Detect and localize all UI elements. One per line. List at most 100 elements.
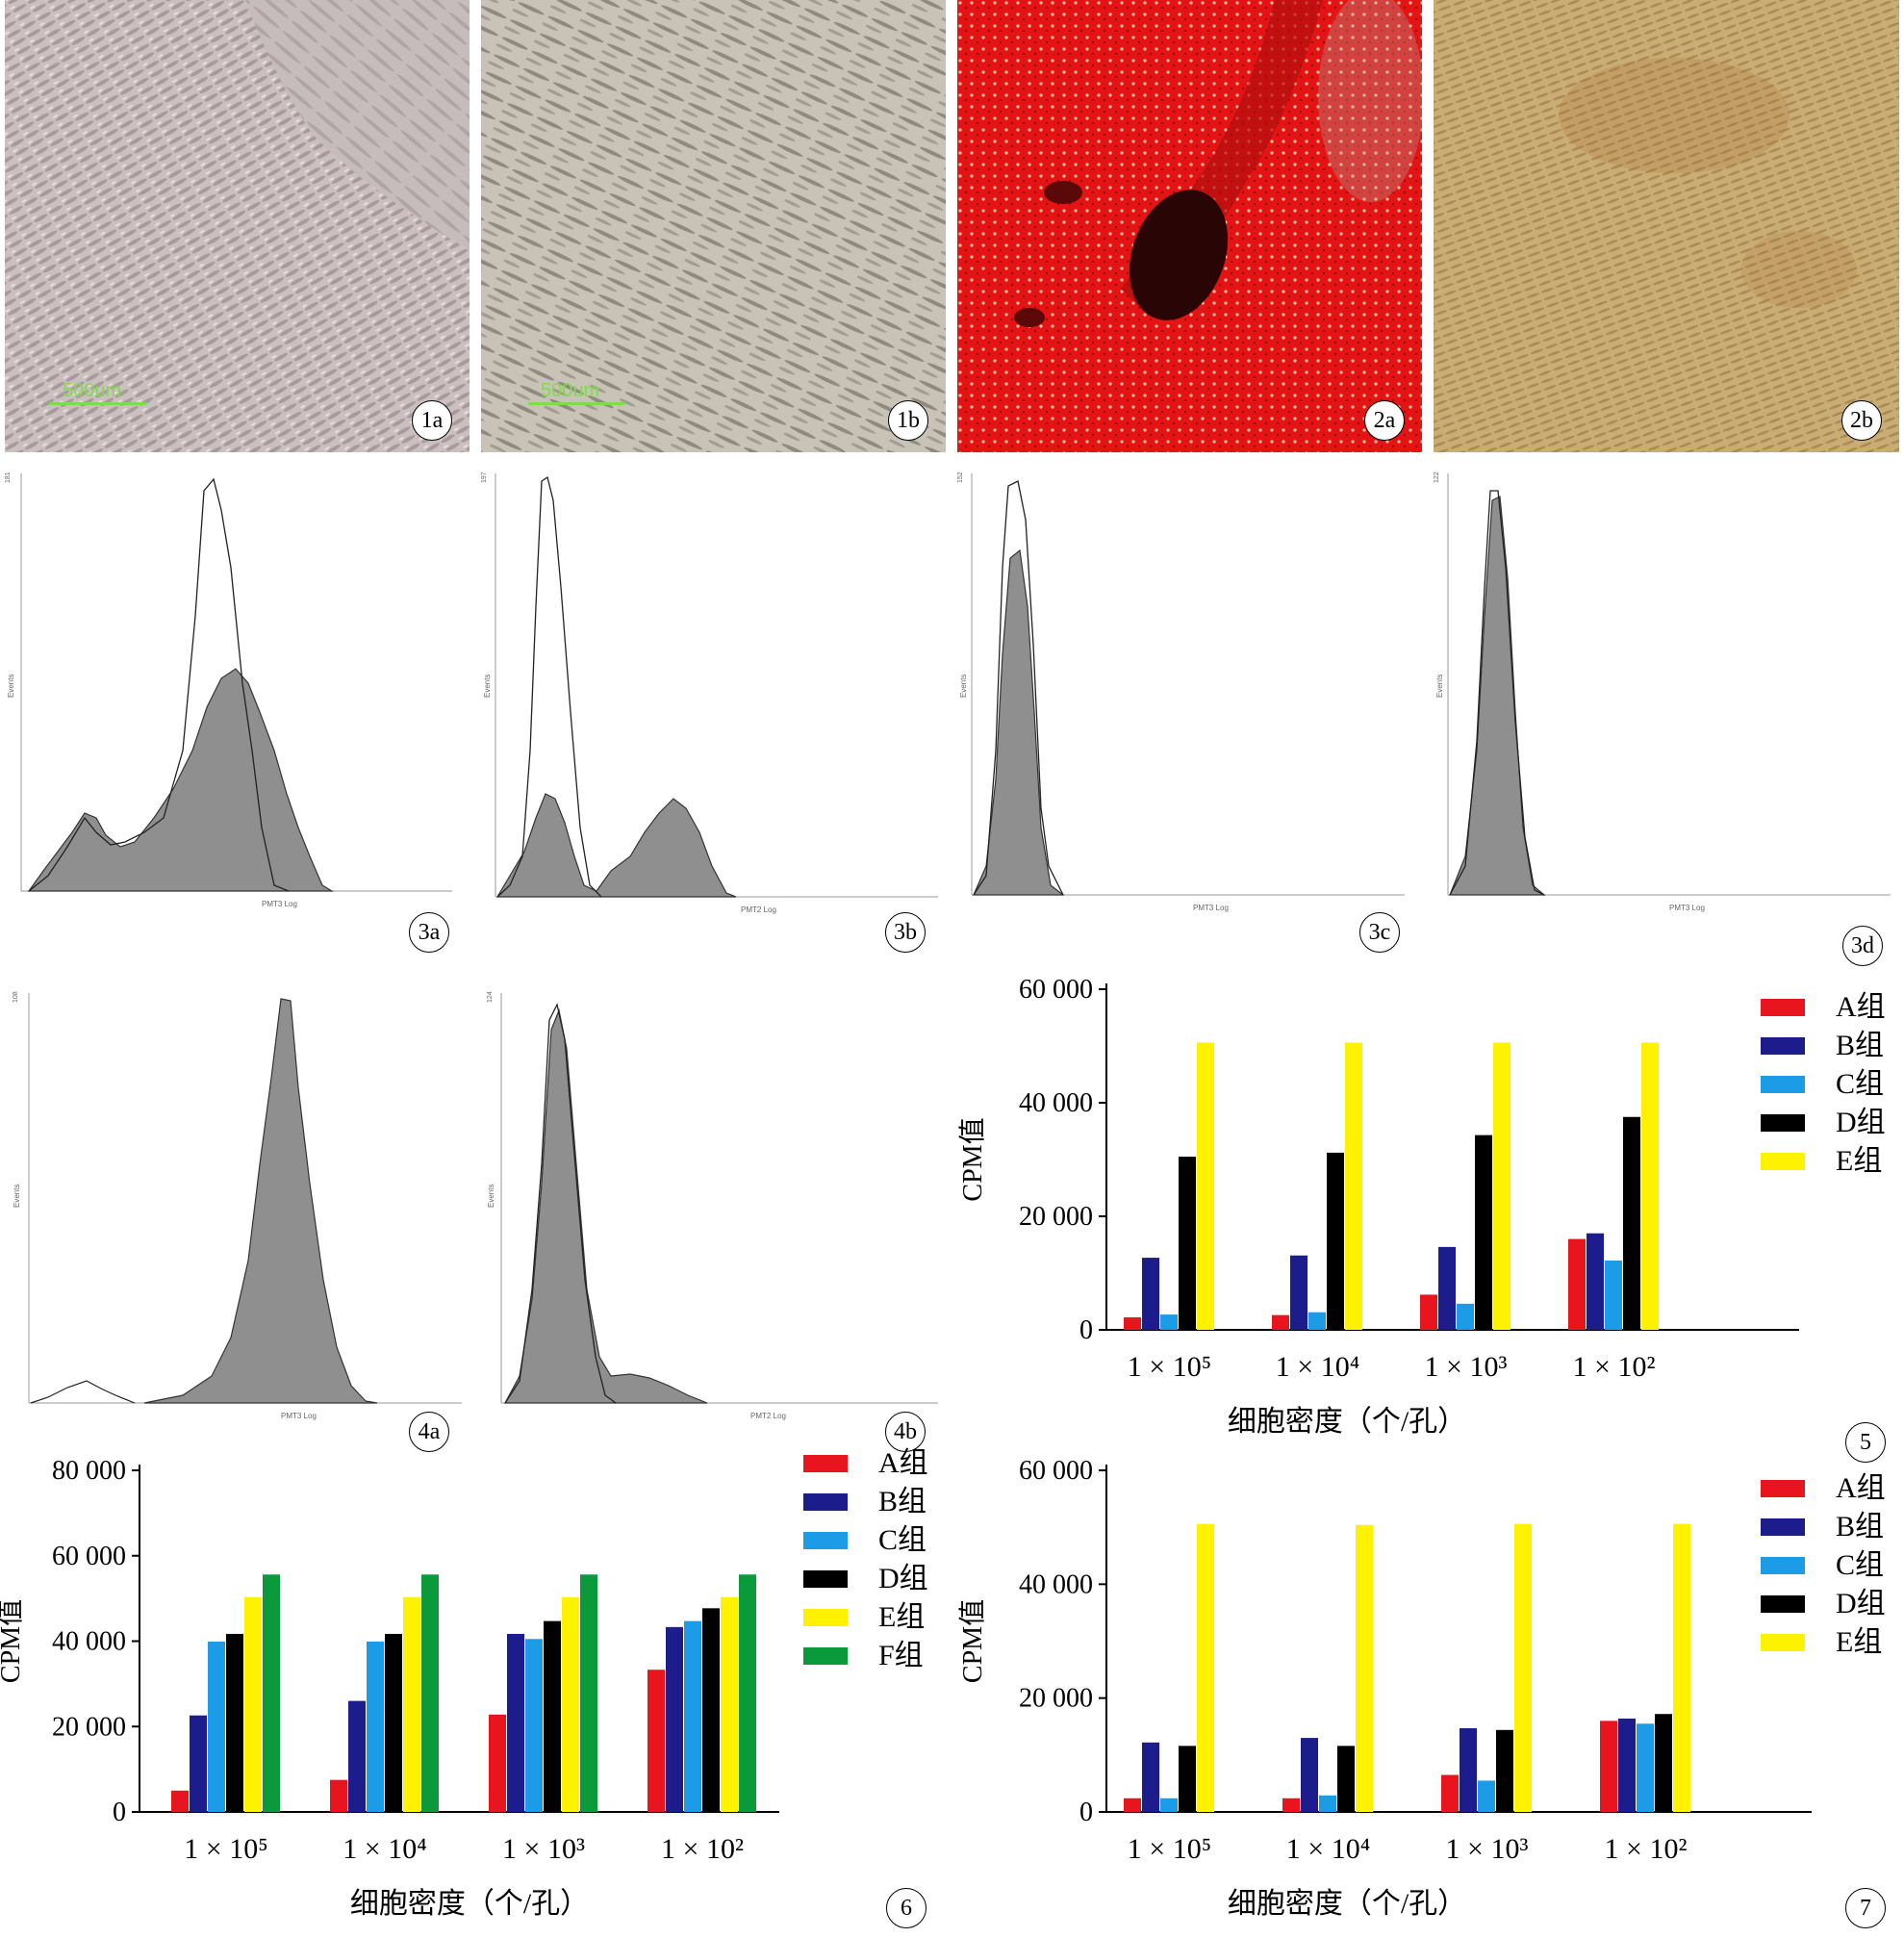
- bar-A组-3: [1600, 1721, 1617, 1812]
- y-tick-label: 20 000: [1019, 1684, 1093, 1714]
- legend-swatch: [803, 1570, 848, 1588]
- bar-E组-1: [403, 1596, 420, 1812]
- panel-label-5: 5: [1845, 1422, 1886, 1463]
- legend-label: A组: [1836, 1472, 1886, 1504]
- bar-C组-0: [1160, 1314, 1178, 1330]
- x-axis-label: 细胞密度（个/孔）: [1228, 1406, 1466, 1438]
- y-tick-label: 20 000: [1019, 1202, 1093, 1232]
- flow-3a-ylabel: Events: [7, 675, 15, 698]
- y-axis-label: CPM值: [957, 1117, 988, 1201]
- y-tick-label: 60 000: [1019, 975, 1093, 1005]
- bar-A组-2: [1420, 1294, 1437, 1330]
- flow-3d-xlabel: PMT3 Log: [1669, 904, 1705, 912]
- x-tick-label: 1 × 10³: [1446, 1833, 1529, 1865]
- bar-E组-0: [244, 1596, 262, 1812]
- y-tick-label: 80 000: [52, 1456, 126, 1486]
- bar-C组-0: [208, 1641, 225, 1812]
- legend-label: B组: [1836, 1511, 1884, 1543]
- bar-chart-7: 0 20 000 40 000 60 000 CPM值 1 × 10⁵ 1 × 10⁴ 1 ×…: [952, 1443, 1904, 1933]
- bar-A组-3: [1568, 1238, 1586, 1330]
- flow-3c-ylabel: Events: [959, 675, 968, 698]
- micrograph-1b: [481, 0, 946, 452]
- bar-B组-3: [1618, 1718, 1636, 1812]
- legend-label: C组: [1836, 1068, 1884, 1100]
- bar-D组-1: [1337, 1746, 1355, 1812]
- legend-label: D组: [1836, 1588, 1886, 1619]
- flow-histogram-4b: 124 Events PMT2 Log: [476, 972, 948, 1424]
- x-tick-label: 1 × 10²: [1573, 1351, 1656, 1383]
- y-axis-label: CPM值: [957, 1599, 988, 1683]
- bar-C组-1: [1308, 1312, 1326, 1330]
- micrograph-1a: [5, 0, 470, 452]
- y-tick-label: 0: [113, 1798, 126, 1827]
- flow-3d-ymax: 122: [1434, 472, 1440, 483]
- bar-E组-1: [1345, 1042, 1362, 1330]
- bar-C组-3: [684, 1620, 701, 1812]
- y-tick-label: 40 000: [52, 1627, 126, 1657]
- legend-label: A组: [878, 1447, 928, 1479]
- flow-3b-ymax: 197: [481, 472, 488, 483]
- panel-label-3d: 3d: [1842, 926, 1883, 966]
- bar-D组-0: [1179, 1157, 1196, 1330]
- legend-label: C组: [878, 1524, 927, 1556]
- legend-label: C组: [1836, 1549, 1884, 1581]
- bar-C组-1: [367, 1641, 384, 1812]
- legend-label: E组: [1836, 1626, 1882, 1658]
- bar-B组-0: [1142, 1258, 1159, 1330]
- panel-label-1a: 1a: [412, 400, 452, 441]
- panel-label-3b: 3b: [885, 912, 926, 953]
- bar-C组-3: [1605, 1261, 1622, 1330]
- legend-swatch: [1761, 1076, 1805, 1093]
- y-tick-label: 0: [1079, 1798, 1093, 1827]
- x-tick-label: 1 × 10⁵: [1128, 1833, 1211, 1865]
- bar-C组-2: [1457, 1303, 1474, 1330]
- legend-swatch: [803, 1532, 848, 1549]
- bar-D组-3: [1655, 1714, 1672, 1812]
- panel-label-2a: 2a: [1364, 400, 1405, 441]
- bar-E组-2: [1493, 1042, 1511, 1330]
- legend-label: B组: [878, 1486, 927, 1517]
- flow-histogram-3b: 197 Events PMT2 Log: [476, 462, 948, 962]
- panel-label-2b: 2b: [1841, 400, 1882, 441]
- scale-bar-1a: [50, 402, 146, 405]
- bar-A组-0: [1124, 1798, 1141, 1812]
- legend-label: E组: [1836, 1145, 1882, 1177]
- x-tick-label: 1 × 10⁴: [1276, 1351, 1359, 1383]
- flow-3a-xlabel: PMT3 Log: [262, 900, 297, 908]
- bar-B组-1: [348, 1700, 366, 1812]
- flow-histogram-3c: 152 Events PMT3 Log: [952, 462, 1424, 962]
- flow-4b-ymax: 124: [487, 991, 494, 1003]
- panel-label-1b: 1b: [888, 400, 928, 441]
- bar-B组-3: [666, 1626, 683, 1812]
- legend-swatch: [1761, 1557, 1805, 1574]
- flow-3b-xlabel: PMT2 Log: [741, 905, 776, 914]
- bar-C组-1: [1319, 1795, 1336, 1812]
- bar-D组-2: [1496, 1729, 1513, 1812]
- bar-E组-3: [721, 1596, 738, 1812]
- flow-4b-xlabel: PMT2 Log: [750, 1412, 786, 1420]
- flow-histogram-4a: 108 Events PMT3 Log: [0, 972, 471, 1424]
- bar-F组-1: [421, 1574, 439, 1812]
- flow-histogram-3d: 122 Events PMT3 Log: [1429, 462, 1900, 962]
- scale-label-1a: 500um: [63, 380, 122, 401]
- bar-B组-1: [1290, 1255, 1307, 1330]
- x-tick-label: 1 × 10³: [502, 1833, 585, 1865]
- x-tick-label: 1 × 10⁴: [1286, 1833, 1370, 1865]
- legend-label: F组: [878, 1640, 924, 1671]
- legend-label: A组: [1836, 991, 1886, 1023]
- flow-3c-ymax: 152: [957, 472, 964, 483]
- micrograph-2a: [957, 0, 1422, 452]
- panel-label-7: 7: [1845, 1888, 1886, 1928]
- x-axis-label: 细胞密度（个/孔）: [350, 1888, 589, 1920]
- legend-swatch: [1761, 1153, 1805, 1170]
- legend-swatch: [803, 1493, 848, 1511]
- bar-chart-5: 0 20 000 40 000 60 000 CPM值 1 × 10⁵ 1 × 10⁴ 1 ×…: [952, 962, 1904, 1472]
- bar-E组-0: [1197, 1042, 1214, 1330]
- legend-label: D组: [878, 1563, 928, 1594]
- bar-C组-3: [1637, 1723, 1654, 1812]
- flow-3c-xlabel: PMT3 Log: [1193, 904, 1229, 912]
- y-tick-label: 60 000: [52, 1542, 126, 1571]
- legend-swatch: [1761, 1114, 1805, 1132]
- bar-A组-0: [1124, 1317, 1141, 1330]
- legend-swatch: [803, 1455, 848, 1472]
